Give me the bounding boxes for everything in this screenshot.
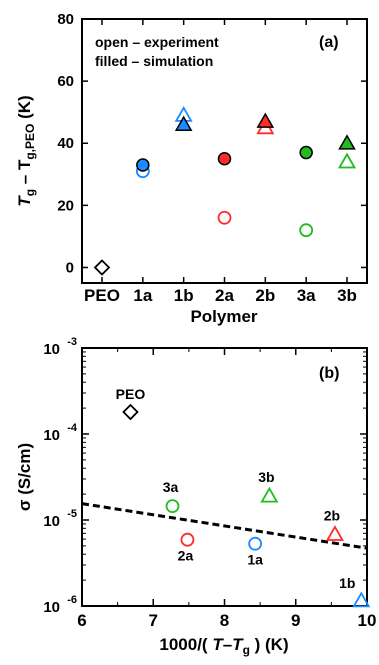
y-tick-label: 10 xyxy=(43,341,60,358)
y-tick-label: 40 xyxy=(57,135,74,152)
x-tick-label: 3a xyxy=(297,286,316,305)
panel-a-x-ticks: PEO 1a 1b 2a 2b 3a 3b xyxy=(84,19,357,305)
x-label-t: T xyxy=(212,635,224,654)
point-1a xyxy=(248,536,263,551)
sim-2b-point xyxy=(256,112,275,128)
point-2a xyxy=(180,532,195,547)
panel-b-x-ticks: 6 7 8 9 10 xyxy=(77,348,376,630)
x-tick-label: 2b xyxy=(255,286,275,305)
y-tick-label: 10 xyxy=(43,599,60,616)
x-tick-label: 1b xyxy=(174,286,194,305)
sim-3a-point xyxy=(299,145,313,160)
y-tick-base: 10 xyxy=(43,427,60,444)
panel-b-y-axis-label: σ (S/cm) xyxy=(15,443,34,511)
panel-a-y-axis-label: Tg – Tg,PEO (K) xyxy=(15,95,37,206)
point-label-1b: 1b xyxy=(339,575,355,591)
x-label-t2: T xyxy=(232,635,244,654)
sim-2a-point xyxy=(217,152,232,166)
x-label-sub-g: g xyxy=(243,643,250,657)
point-label-PEO: PEO xyxy=(116,386,146,402)
y-tick-exponent: -4 xyxy=(67,422,78,434)
y-label-sub-gpeo: g,PEO xyxy=(23,124,37,160)
x-label-dash: – xyxy=(223,635,232,654)
y-label-unit: (K) xyxy=(15,95,34,123)
panel-a-points xyxy=(93,105,357,276)
y-tick-label: 60 xyxy=(57,73,74,90)
point-label-1a: 1a xyxy=(247,552,263,568)
x-tick-label: 1a xyxy=(133,286,152,305)
sim-3b-point xyxy=(338,134,356,150)
point-3a xyxy=(165,499,180,514)
point-label-3b: 3b xyxy=(258,469,274,485)
annotation-open: open – experiment xyxy=(95,34,219,50)
x-tick-label: 9 xyxy=(291,611,300,630)
x-tick-label: 6 xyxy=(77,611,86,630)
panel-a-x-axis-label: Polymer xyxy=(190,307,257,326)
panel-a-label: (a) xyxy=(319,34,339,51)
point-label-3a: 3a xyxy=(163,479,179,495)
y-tick-exponent: -3 xyxy=(67,336,77,348)
panel-b-x-axis-label: 1000/( T–Tg ) (K) xyxy=(159,635,288,657)
exp-2a-point xyxy=(217,210,232,225)
y-tick-exponent: -5 xyxy=(67,508,77,520)
point-2b xyxy=(325,525,344,541)
y-tick-exponent: -6 xyxy=(67,594,77,606)
sim-1b-point xyxy=(174,115,193,131)
panel-b-y-ticks: 10 -6 10 -5 10 -4 10 -3 xyxy=(43,336,367,616)
point-PEO xyxy=(122,403,139,421)
x-tick-label: PEO xyxy=(84,286,120,305)
exp-PEO-point xyxy=(93,259,111,276)
x-label-pre: 1000/( xyxy=(159,635,212,654)
panel-a: 0 20 40 60 80 PEO 1a 1b 2a 2b 3a 3b open – experim… xyxy=(15,11,368,326)
exp-3b-point xyxy=(337,152,357,169)
exp-3a-point xyxy=(299,223,314,238)
x-tick-label: 3b xyxy=(337,286,357,305)
y-label-minus-t: – T xyxy=(15,159,34,189)
x-tick-label: 10 xyxy=(358,611,377,630)
y-tick-label: 20 xyxy=(57,197,74,214)
panel-a-y-ticks: 0 20 40 60 80 xyxy=(57,11,367,276)
point-label-2a: 2a xyxy=(178,548,194,564)
point-1b xyxy=(352,591,371,608)
sim-1a-point xyxy=(136,158,150,172)
x-label-post: ) (K) xyxy=(250,635,289,654)
x-tick-label: 7 xyxy=(149,611,158,630)
x-tick-label: 2a xyxy=(215,286,234,305)
panel-b-points: PEO 3a 2a 1a 3b 2b 1b xyxy=(116,386,371,608)
x-tick-label: 8 xyxy=(220,611,229,630)
y-tick-base: 10 xyxy=(43,513,60,530)
y-tick-label: 10 xyxy=(43,513,60,530)
fit-line xyxy=(81,502,368,550)
y-tick-label: 80 xyxy=(57,11,74,28)
annotation-filled: filled – simulation xyxy=(95,53,213,69)
y-tick-base: 10 xyxy=(43,599,60,616)
y-tick-label: 0 xyxy=(66,259,74,276)
point-label-2b: 2b xyxy=(324,507,340,523)
panel-b-label: (b) xyxy=(319,365,339,382)
y-tick-label: 10 xyxy=(43,427,60,444)
y-tick-base: 10 xyxy=(43,341,60,358)
y-label-t: T xyxy=(15,195,34,207)
point-3b xyxy=(260,486,279,503)
y-label-sub-g: g xyxy=(23,189,37,196)
